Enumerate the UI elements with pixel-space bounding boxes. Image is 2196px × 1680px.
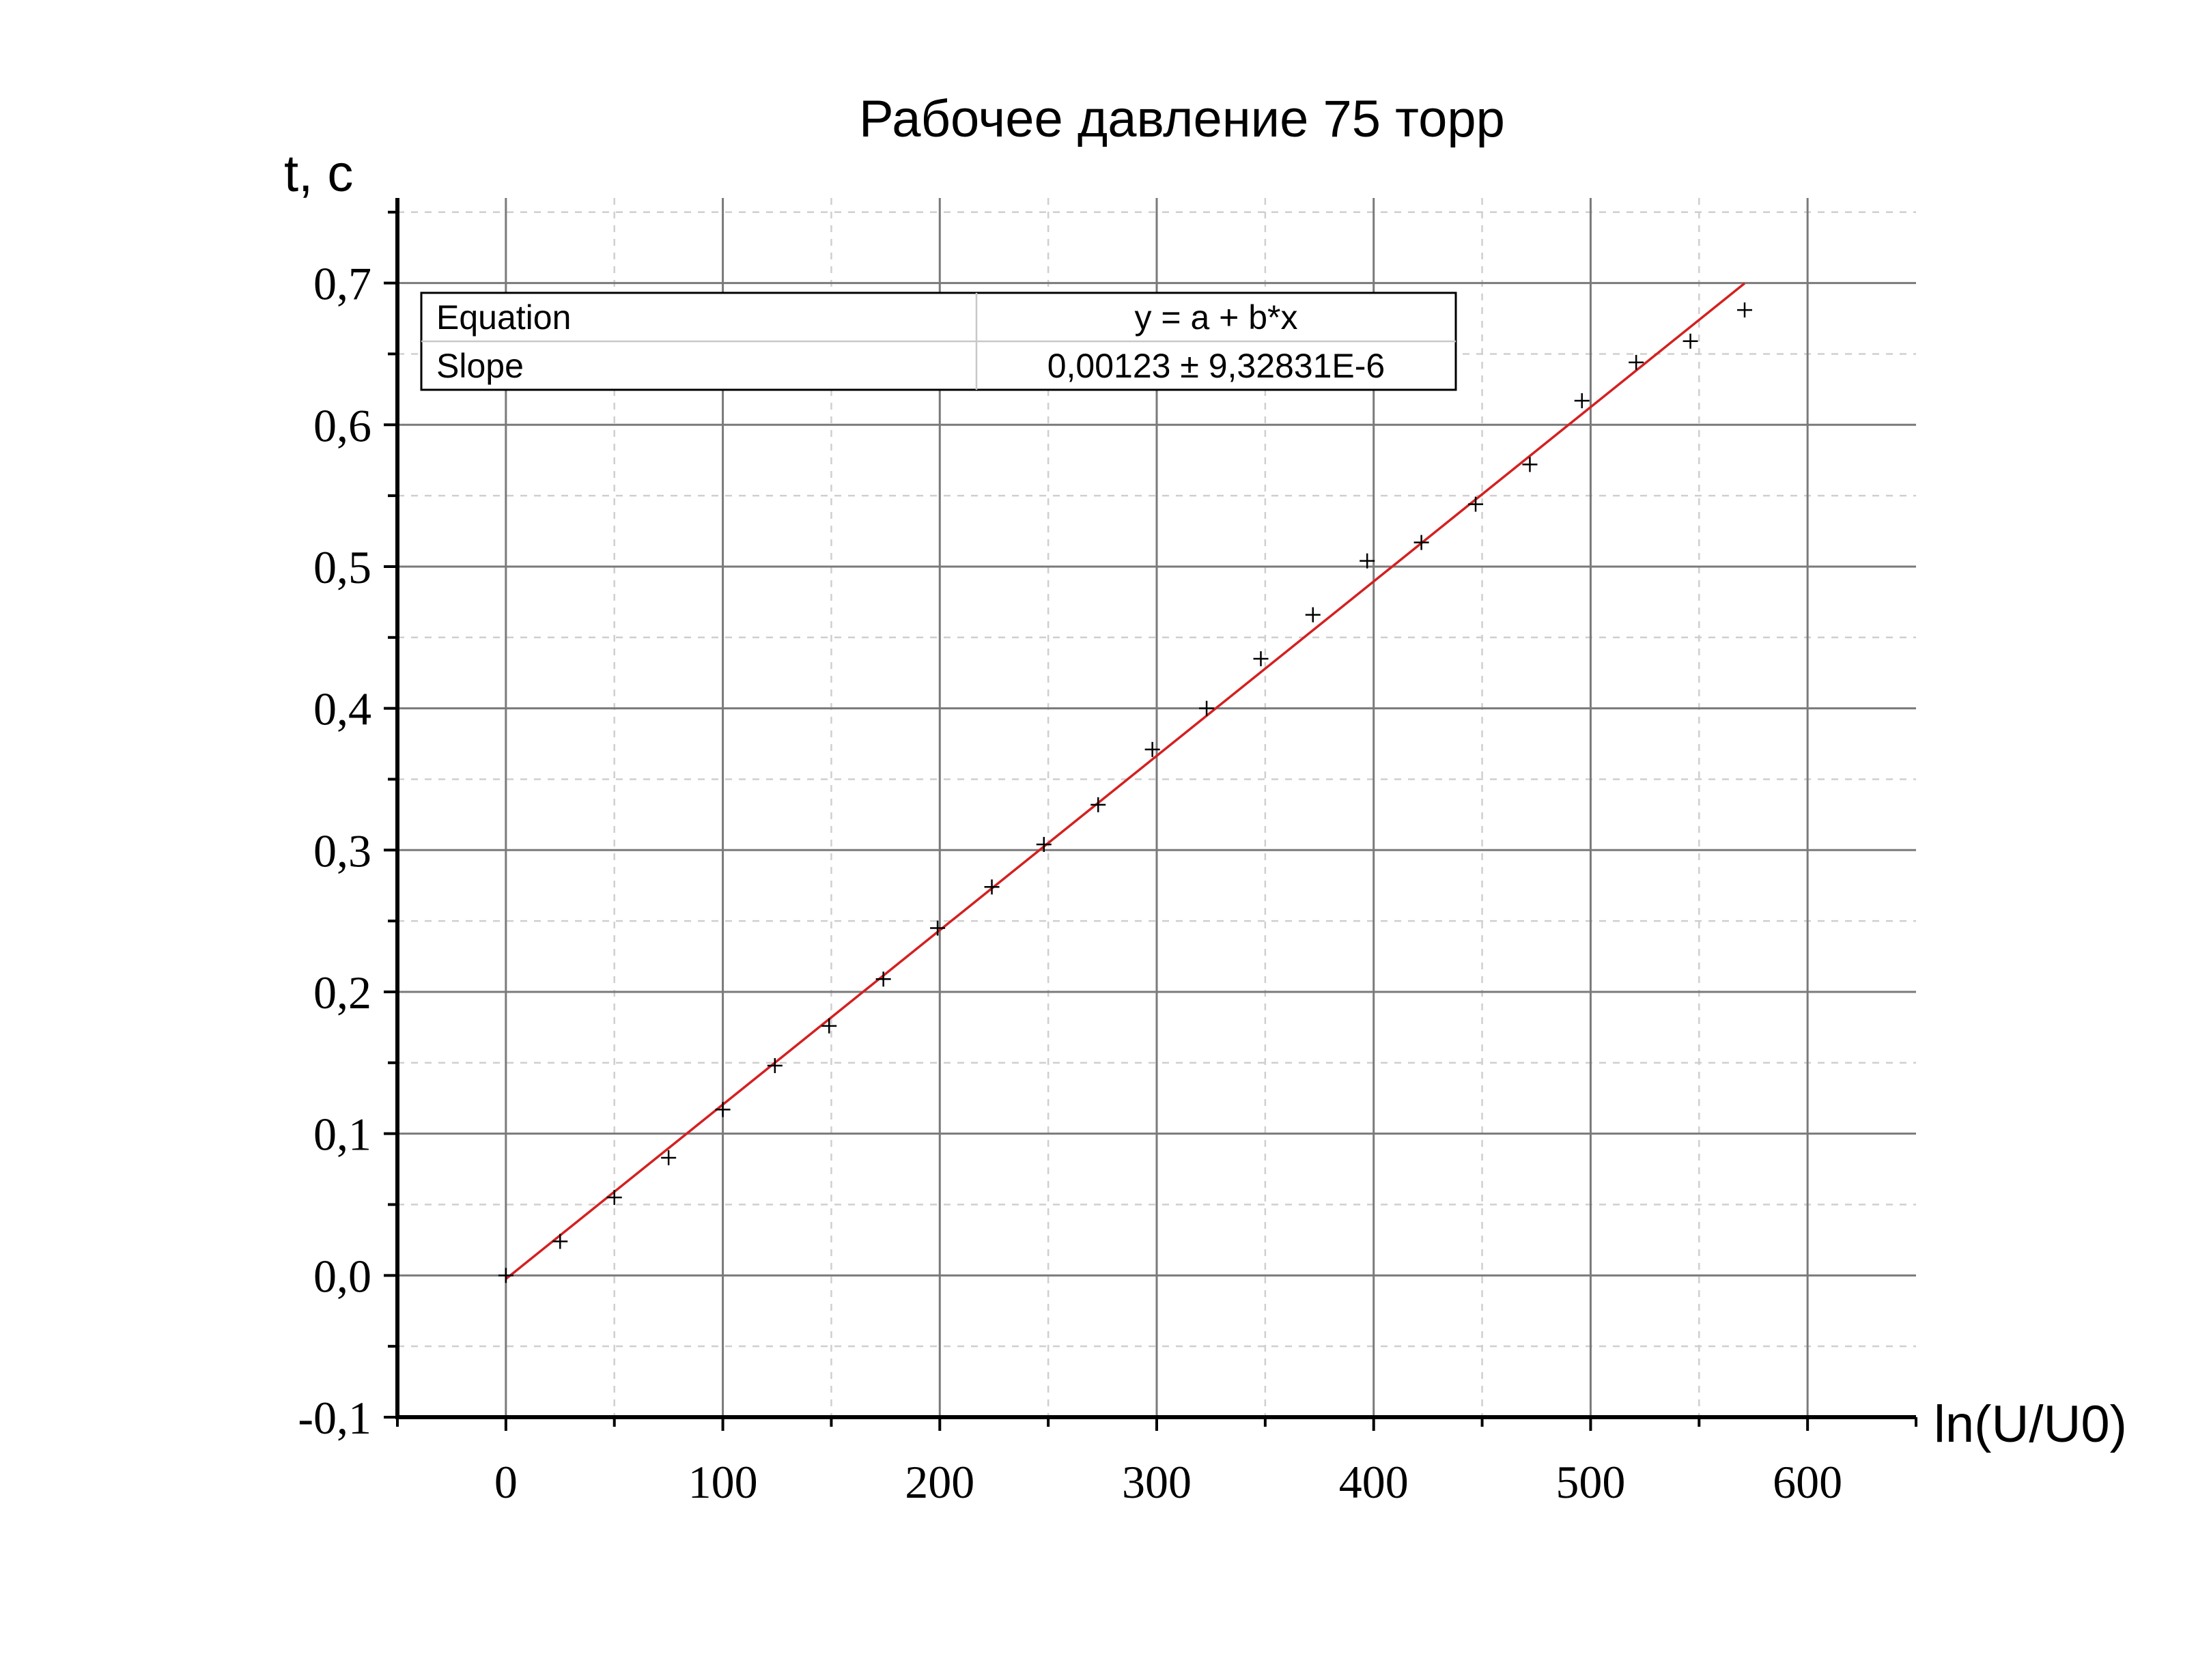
legend-box: Equation y = a + b*x Slope 0,00123 ± 9,3…: [420, 291, 1457, 391]
data-point: [1737, 302, 1753, 318]
data-point: [606, 1190, 622, 1206]
data-points: [498, 302, 1753, 1283]
y-tick-label: 0,5: [313, 541, 371, 593]
fit-line: [505, 282, 1746, 1280]
data-point: [1413, 535, 1429, 550]
legend-slope-value: 0,00123 ± 9,32831E-6: [1047, 347, 1385, 385]
data-point: [1305, 607, 1321, 623]
x-tick-label: 400: [1339, 1456, 1409, 1508]
fit-layer: [505, 282, 1746, 1280]
data-point: [498, 1268, 513, 1283]
data-point: [715, 1102, 731, 1117]
x-tick-label: 0: [494, 1456, 518, 1508]
data-point: [1253, 651, 1269, 666]
x-tick-label: 300: [1122, 1456, 1192, 1508]
data-point: [1360, 553, 1375, 569]
data-point: [1199, 700, 1215, 716]
axis-ticks: [384, 210, 1917, 1431]
x-tick-label: 100: [688, 1456, 758, 1508]
y-tick-label: 0,2: [313, 967, 371, 1019]
y-tick-label: 0,0: [313, 1250, 371, 1302]
data-point: [767, 1057, 783, 1073]
y-tick-label: 0,1: [313, 1109, 371, 1161]
x-axis-label: ln(U/U0): [1934, 1395, 2127, 1453]
major-grid: [397, 198, 1916, 1417]
x-tick-label: 600: [1773, 1456, 1842, 1508]
data-point: [1522, 457, 1538, 472]
data-point: [930, 920, 946, 936]
data-point: [1036, 836, 1052, 852]
legend-equation-value: y = a + b*x: [1134, 298, 1297, 337]
data-point: [661, 1150, 677, 1165]
y-tick-label: 0,4: [313, 683, 371, 735]
y-tick-label: -0,1: [298, 1392, 371, 1444]
data-point: [821, 1018, 837, 1034]
data-point: [1574, 393, 1590, 408]
chart-title: Рабочее давление 75 торр: [859, 90, 1505, 148]
data-point: [984, 879, 1000, 895]
legend-equation-label: Equation: [436, 298, 571, 337]
tick-labels: 0 100 200 300 400 500 600 -0,1 0,0 0,1 0,2 0,3 0,4 0,…: [298, 258, 1842, 1508]
minor-grid: [397, 198, 1916, 1417]
data-point: [1683, 333, 1698, 349]
y-tick-label: 0,6: [313, 399, 371, 451]
data-point: [1144, 741, 1160, 757]
data-point: [1090, 797, 1106, 812]
y-axis-label: t, c: [284, 145, 353, 203]
data-point: [552, 1234, 568, 1249]
legend-slope-label: Slope: [436, 347, 524, 385]
data-point: [1629, 354, 1644, 370]
data-point: [875, 971, 891, 987]
data-point: [1468, 496, 1484, 512]
y-tick-label: 0,3: [313, 825, 371, 877]
x-tick-label: 500: [1556, 1456, 1625, 1508]
y-tick-label: 0,7: [313, 258, 371, 310]
x-tick-label: 200: [905, 1456, 974, 1508]
